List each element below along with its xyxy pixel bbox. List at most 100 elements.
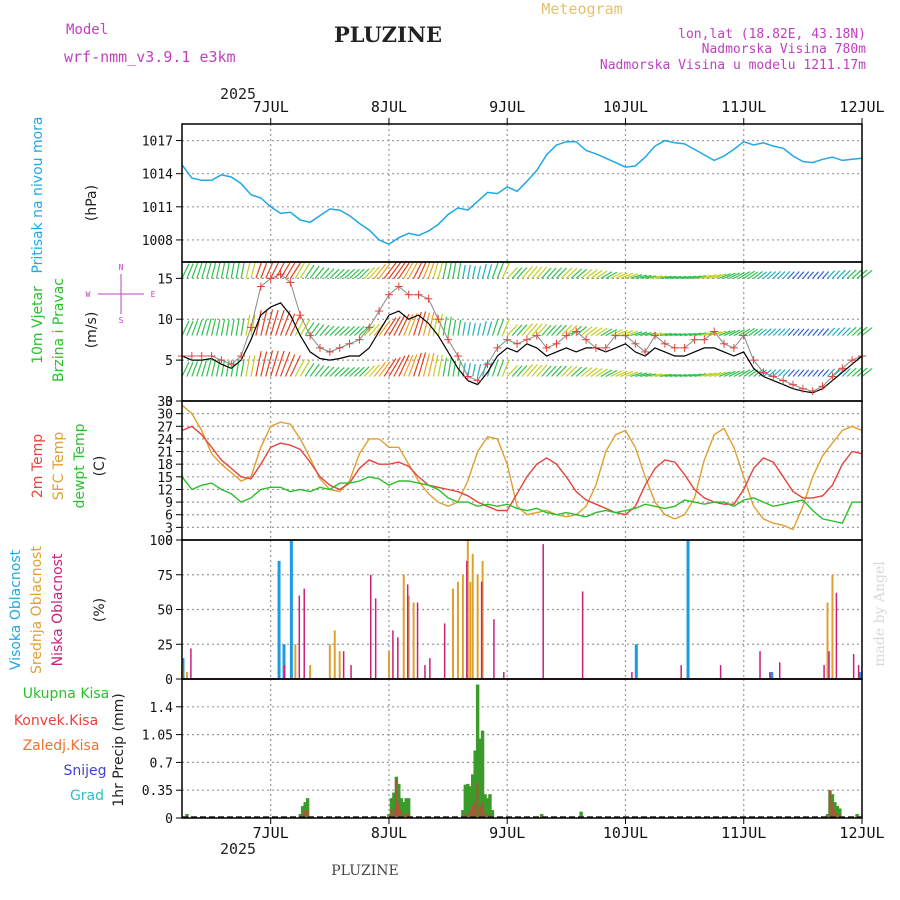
y-tick-label: 1008 bbox=[142, 234, 173, 249]
wind-arrow bbox=[378, 263, 391, 279]
conv-precip-bar bbox=[473, 802, 477, 818]
wind-arrow bbox=[640, 274, 652, 279]
wind-arrow bbox=[398, 262, 410, 279]
wind-arrow bbox=[777, 369, 786, 377]
wind-arrow bbox=[615, 370, 628, 378]
wind-arrow bbox=[481, 321, 487, 336]
cloud-ylabel: Visoka Oblacnost bbox=[8, 549, 24, 670]
wind-arrow bbox=[743, 327, 756, 337]
total-precip-bar bbox=[406, 798, 411, 818]
total-precip-bar bbox=[855, 814, 859, 818]
wind-arrow bbox=[477, 364, 482, 377]
wind-arrow bbox=[802, 369, 810, 377]
wind-arrow bbox=[201, 319, 208, 336]
wind-arrow bbox=[787, 369, 795, 377]
wind-arrow bbox=[447, 357, 452, 377]
wind-arrow bbox=[718, 330, 731, 337]
wind-arrow bbox=[767, 271, 777, 279]
wind-arrow bbox=[422, 262, 431, 279]
wind-arrow bbox=[289, 355, 301, 377]
panel-frame bbox=[181, 123, 863, 263]
wind-arrow bbox=[595, 368, 608, 377]
total-precip-bar bbox=[825, 814, 830, 818]
wind-arrow bbox=[368, 323, 380, 336]
total-precip-bar bbox=[305, 798, 310, 818]
wind-arrow bbox=[388, 262, 401, 279]
meteogram-subtitle: Meteogram bbox=[541, 0, 622, 18]
wind-arrow bbox=[723, 272, 736, 279]
wind-arrow bbox=[733, 370, 745, 377]
conv-precip-bar bbox=[397, 802, 401, 818]
wind-arrow bbox=[516, 324, 528, 336]
wind-arrow bbox=[817, 369, 825, 377]
wind-arrow bbox=[713, 371, 727, 378]
wind-arrow bbox=[191, 360, 199, 377]
wind-arrow bbox=[452, 262, 457, 279]
y-tick-label: 0 bbox=[165, 673, 173, 688]
wind-arrow bbox=[245, 314, 251, 336]
panel-frame bbox=[181, 261, 863, 402]
wind-arrow bbox=[758, 328, 767, 337]
wind-arrow bbox=[477, 323, 482, 336]
wind-arrow bbox=[344, 268, 355, 279]
precip-legend-graupel: Grad bbox=[70, 788, 104, 804]
wind-arrow bbox=[270, 262, 279, 279]
total-precip-bar bbox=[478, 738, 482, 818]
wind-arrow bbox=[368, 364, 380, 377]
wind-arrow bbox=[294, 359, 305, 377]
wind-arrow bbox=[654, 275, 668, 279]
wind-arrow bbox=[319, 365, 330, 377]
y-tick-label: 5 bbox=[165, 354, 173, 369]
wind-arrow bbox=[210, 359, 217, 377]
wind-arrow bbox=[354, 268, 365, 279]
wind-arrow bbox=[674, 275, 687, 279]
wind-arrow bbox=[679, 373, 692, 378]
wind-arrow bbox=[354, 366, 365, 377]
compass-s: S bbox=[119, 316, 124, 325]
wind-arrow bbox=[427, 311, 435, 336]
wind-arrow bbox=[447, 262, 452, 279]
y-tick-label: 75 bbox=[157, 569, 173, 584]
wind-arrow bbox=[625, 273, 639, 279]
conv-precip-bar bbox=[306, 810, 309, 818]
wind-arrow bbox=[600, 369, 613, 377]
conv-precip-bar bbox=[826, 816, 829, 818]
wind-arrow bbox=[304, 363, 315, 377]
conv-precip-bar bbox=[838, 814, 842, 818]
y-tick-label: 33 bbox=[157, 395, 173, 410]
cloud-ylabel-sub2: Niska Oblacnost bbox=[50, 553, 66, 666]
total-precip-bar bbox=[490, 810, 495, 818]
wind-arrow bbox=[447, 316, 452, 336]
day-label-top: 9JUL bbox=[489, 98, 525, 116]
wind-speed-line bbox=[181, 302, 863, 394]
wind-arrow bbox=[196, 319, 203, 336]
wind-arrow bbox=[792, 328, 800, 336]
wind-arrow bbox=[314, 267, 325, 279]
total-precip-bar bbox=[579, 811, 583, 818]
cloud-unit: (%) bbox=[92, 598, 108, 622]
frame-layer bbox=[181, 123, 863, 819]
wind-arrow bbox=[694, 332, 707, 337]
wind-arrow bbox=[546, 324, 557, 336]
wind-arrow bbox=[654, 373, 668, 378]
y-tick-label: 1.05 bbox=[142, 729, 173, 744]
wind-arrow bbox=[556, 365, 567, 377]
total-precip-bar bbox=[838, 808, 842, 818]
wind-arrow bbox=[240, 262, 245, 279]
wind-arrow bbox=[763, 369, 772, 377]
wind-arrow bbox=[255, 351, 262, 377]
wind-arrow bbox=[595, 327, 608, 337]
wind-arrow bbox=[620, 370, 634, 378]
wind-arrow bbox=[215, 319, 221, 336]
y-tick-label: 0.35 bbox=[142, 784, 173, 799]
wind-arrow bbox=[240, 318, 245, 336]
wind-arrow bbox=[556, 267, 567, 279]
wind-arrow bbox=[403, 354, 414, 377]
wind-arrow bbox=[289, 262, 301, 279]
wind-arrow bbox=[516, 267, 528, 279]
wind-arrow bbox=[457, 319, 462, 336]
wind-arrow bbox=[284, 354, 296, 377]
total-precip-bar bbox=[461, 810, 465, 818]
y-tick-label: 18 bbox=[157, 458, 173, 473]
wind-arrow bbox=[590, 327, 603, 337]
